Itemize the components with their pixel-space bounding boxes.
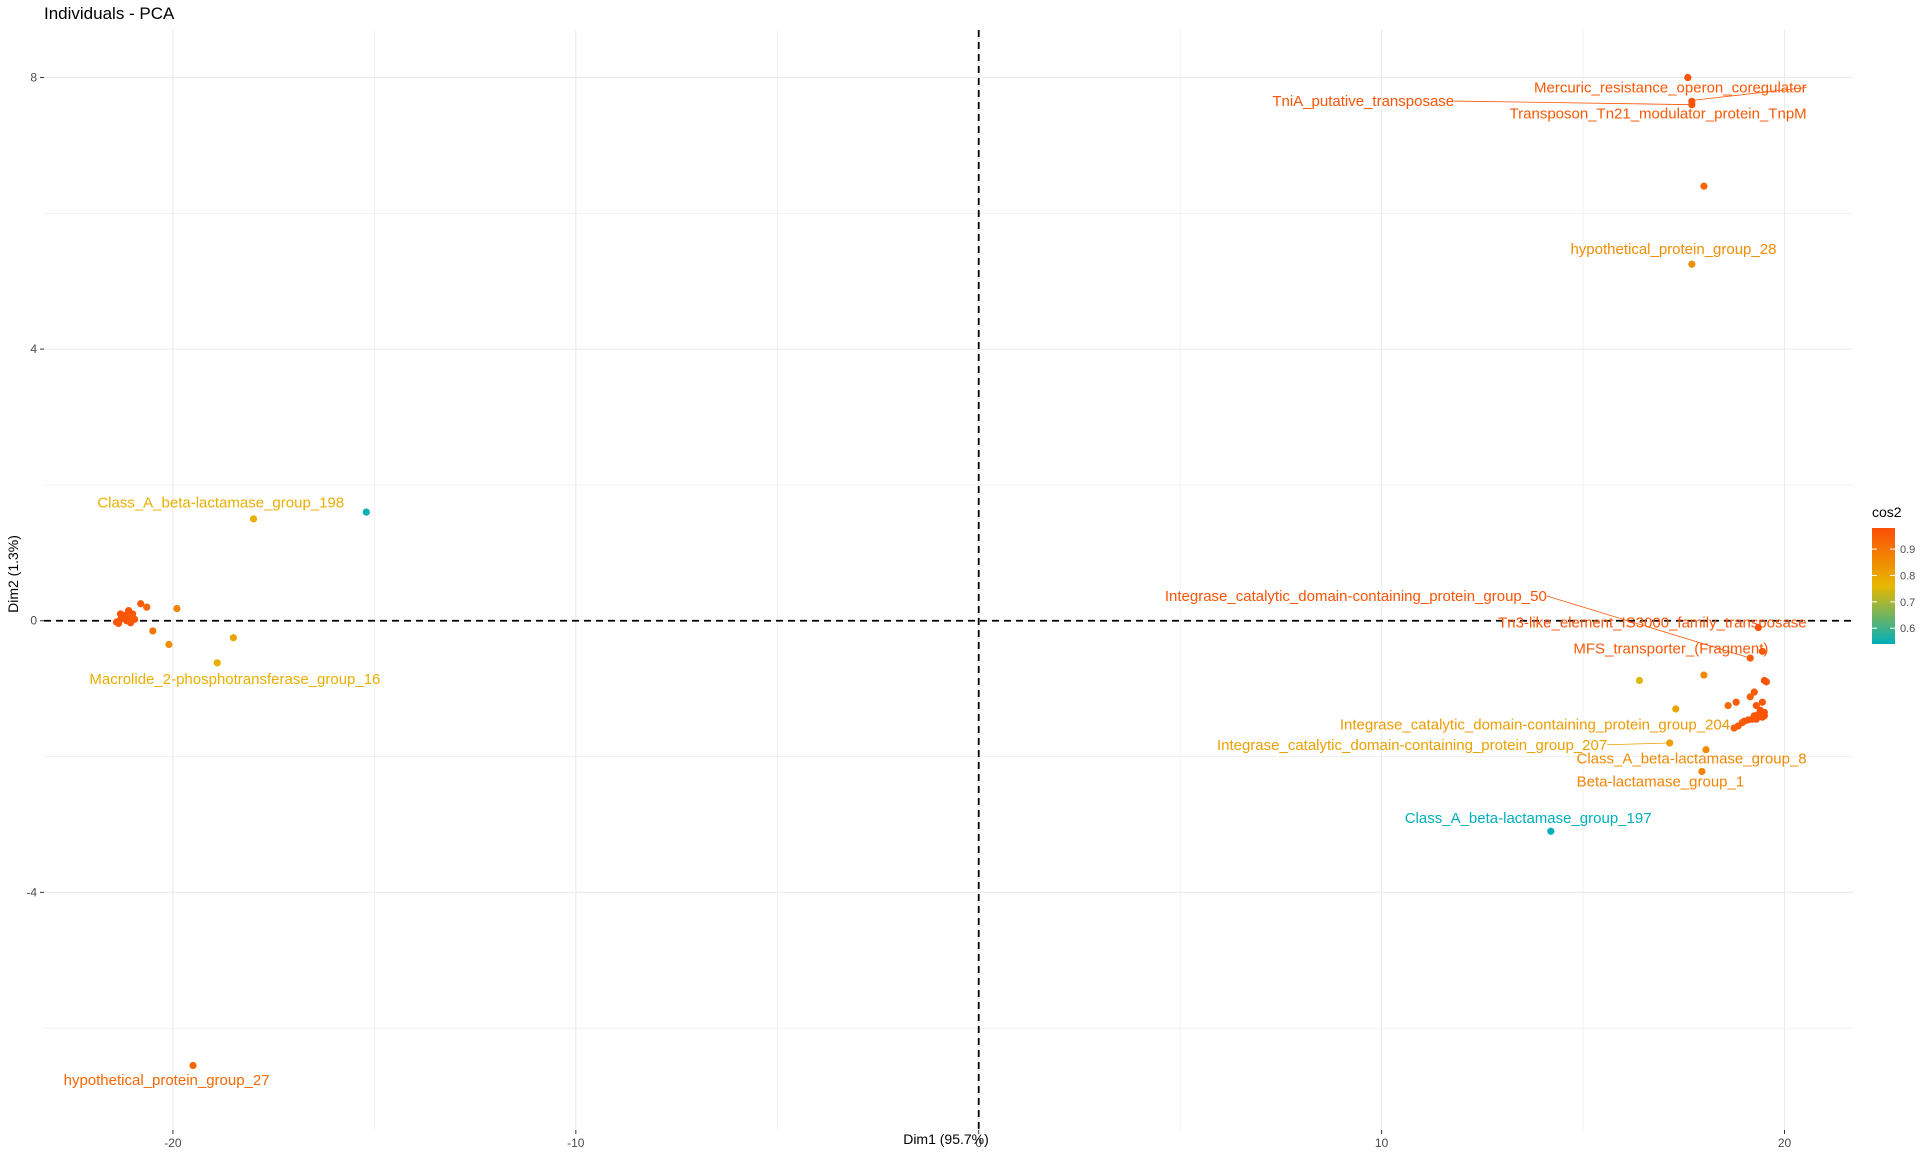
x-tick-label: -10 bbox=[567, 1136, 585, 1150]
data-point bbox=[1700, 671, 1708, 679]
data-point bbox=[143, 603, 151, 611]
y-tick-label: -4 bbox=[26, 885, 37, 899]
point-label: Integrase_catalytic_domain-containing_pr… bbox=[1340, 716, 1730, 733]
legend: cos2 0.6 0.7 0.8 0.9 bbox=[1872, 504, 1915, 644]
point-labels: Mercuric_resistance_operon_coregulator Tn… bbox=[64, 79, 1807, 1089]
data-point bbox=[125, 606, 133, 615]
y-axis-title: Dim2 (1.3%) bbox=[5, 535, 21, 613]
y-tick-label: 4 bbox=[30, 342, 37, 356]
point-label: hypothetical_protein_group_28 bbox=[1570, 241, 1776, 258]
x-tick-label: -20 bbox=[164, 1136, 182, 1150]
y-tick-label: 8 bbox=[30, 71, 37, 85]
point-label: TniA_putative_transposase bbox=[1272, 93, 1454, 110]
data-point bbox=[1672, 705, 1680, 713]
data-point bbox=[1730, 724, 1738, 732]
data-point bbox=[1666, 739, 1674, 747]
legend-colorbar bbox=[1872, 528, 1895, 644]
legend-tick-label: 0.8 bbox=[1900, 570, 1915, 582]
x-axis-title: Dim1 (95.7%) bbox=[903, 1131, 989, 1147]
data-point bbox=[1752, 702, 1760, 710]
y-tick-label: 0 bbox=[30, 614, 37, 628]
data-point bbox=[1702, 746, 1710, 754]
point-label: Transposon_Tn21_modulator_protein_TnpM bbox=[1510, 105, 1807, 122]
data-point bbox=[189, 1061, 197, 1070]
data-points bbox=[112, 73, 1770, 1070]
label-leader-line bbox=[1454, 100, 1692, 106]
data-point bbox=[1758, 647, 1766, 655]
legend-title: cos2 bbox=[1872, 504, 1902, 520]
data-point bbox=[165, 640, 173, 649]
x-tick-label: 0 bbox=[975, 1136, 982, 1150]
data-point bbox=[1732, 698, 1740, 706]
data-point bbox=[249, 515, 258, 523]
data-point bbox=[229, 634, 237, 642]
data-point bbox=[137, 600, 145, 608]
data-point bbox=[1688, 97, 1696, 105]
reference-lines bbox=[44, 30, 1853, 1130]
point-label: MFS_transporter_(Fragment) bbox=[1573, 640, 1768, 657]
chart-title: Individuals - PCA bbox=[44, 4, 175, 23]
data-point bbox=[1762, 678, 1770, 686]
data-point bbox=[1688, 260, 1696, 268]
label-leader-line bbox=[1689, 87, 1807, 102]
point-label: Class_A_beta-lactamase_group_8 bbox=[1577, 750, 1807, 767]
point-label: Class_A_beta-lactamase_group_198 bbox=[97, 494, 344, 511]
data-point bbox=[362, 508, 370, 516]
label-leader-line bbox=[1546, 595, 1751, 659]
x-tick-label: 10 bbox=[1375, 1136, 1389, 1150]
x-tick-label: 20 bbox=[1778, 1136, 1792, 1150]
data-point bbox=[1754, 623, 1762, 632]
data-point bbox=[1547, 827, 1555, 835]
point-label: Tn3-like_element_IS3000_family_transposa… bbox=[1498, 615, 1807, 632]
legend-tick-label: 0.7 bbox=[1900, 597, 1915, 609]
data-point bbox=[1746, 693, 1754, 701]
data-point bbox=[114, 619, 123, 628]
data-point bbox=[1746, 654, 1754, 662]
point-label: hypothetical_protein_group_27 bbox=[64, 1072, 270, 1089]
legend-tick-label: 0.6 bbox=[1900, 623, 1915, 635]
data-point bbox=[173, 604, 181, 613]
data-point bbox=[1700, 182, 1708, 190]
point-label: Mercuric_resistance_operon_coregulator bbox=[1534, 79, 1807, 96]
legend-tick-label: 0.9 bbox=[1900, 544, 1915, 556]
data-point bbox=[116, 610, 125, 618]
data-point bbox=[149, 627, 157, 635]
data-point bbox=[1635, 676, 1644, 685]
point-label: Integrase_catalytic_domain-containing_pr… bbox=[1217, 737, 1607, 754]
data-point bbox=[1750, 688, 1758, 696]
data-point bbox=[1684, 73, 1692, 82]
legend-ticks: 0.6 0.7 0.8 0.9 bbox=[1872, 544, 1915, 635]
data-point bbox=[127, 619, 135, 627]
point-label: Macrolide_2-phosphotransferase_group_16 bbox=[89, 671, 380, 688]
data-point bbox=[1698, 767, 1706, 776]
label-leader-line bbox=[1607, 742, 1670, 746]
point-label: Integrase_catalytic_domain-containing_pr… bbox=[1165, 588, 1547, 605]
point-label: Beta-lactamase_group_1 bbox=[1577, 773, 1745, 790]
data-point bbox=[1724, 702, 1732, 710]
data-point bbox=[1760, 712, 1768, 720]
data-point bbox=[1758, 698, 1766, 706]
point-label: Class_A_beta-lactamase_group_197 bbox=[1405, 810, 1652, 827]
label-leader-lines bbox=[1454, 87, 1807, 746]
data-point bbox=[213, 659, 221, 667]
axis-ticks: -20 -10 0 10 20 -4 0 4 8 bbox=[26, 71, 1791, 1150]
